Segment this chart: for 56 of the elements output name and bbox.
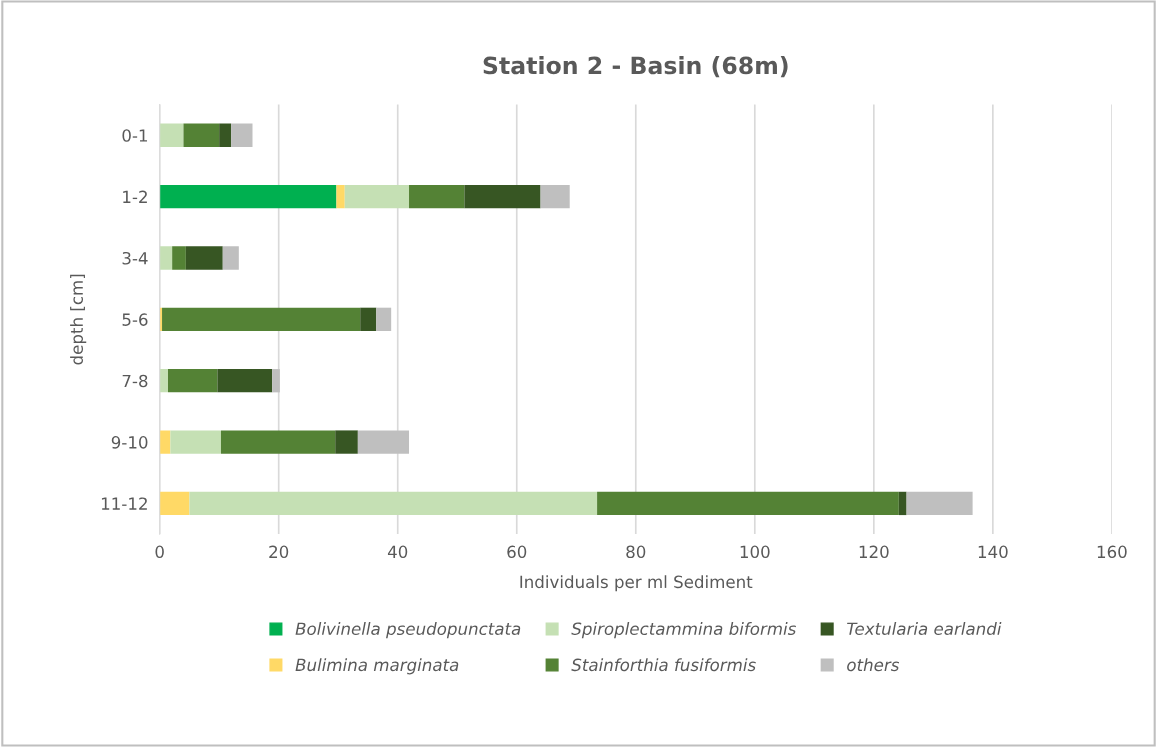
x-tick-label: 120	[859, 545, 889, 559]
y-tick-label: 5-6	[122, 313, 148, 326]
bar	[357, 430, 410, 454]
bar	[168, 369, 218, 393]
bar	[159, 246, 173, 270]
chart-title: Station 2 - Basin (68m)	[483, 56, 788, 78]
y-tick-label: 9-10	[111, 436, 148, 449]
bar	[170, 430, 221, 454]
bar	[159, 430, 171, 454]
x-axis-title: Individuals per ml Sediment	[520, 575, 753, 592]
x-tick-label: 20	[269, 545, 289, 559]
y-tick-label: 3-4	[122, 251, 148, 265]
bar	[220, 430, 336, 454]
bar	[159, 369, 168, 393]
bar	[189, 491, 598, 516]
x-tick-label: 40	[387, 545, 408, 559]
bar	[183, 123, 220, 147]
bar	[540, 184, 570, 209]
bar	[898, 491, 907, 516]
x-tick-label: 0	[155, 545, 164, 559]
bar	[906, 491, 973, 516]
bar	[185, 246, 223, 270]
x-tick-label: 60	[507, 545, 527, 559]
legend-label: Bolivinella pseudopunctata	[295, 622, 521, 639]
bar	[344, 184, 410, 209]
bar	[272, 369, 280, 393]
bar	[222, 246, 239, 270]
bar	[597, 491, 899, 516]
legend-label: Bulimina marginata	[295, 658, 459, 675]
x-tick-label: 80	[626, 545, 646, 559]
bar	[376, 307, 392, 331]
x-tick-label: 140	[978, 545, 1008, 559]
legend-label: Spiroplectammina biformis	[571, 622, 796, 639]
bar	[162, 307, 361, 331]
bar	[464, 184, 541, 209]
bar	[159, 184, 337, 209]
bar	[219, 123, 232, 147]
y-tick-label: 0-1	[122, 129, 148, 142]
bar	[409, 184, 465, 209]
y-tick-label: 11-12	[101, 497, 147, 510]
bar	[231, 123, 253, 147]
legend-label: Textularia earlandi	[847, 622, 1002, 636]
bar	[335, 430, 358, 454]
bar	[360, 307, 377, 331]
x-tick-label: 160	[1097, 545, 1127, 559]
y-tick-label: 1-2	[123, 190, 147, 203]
bar	[172, 246, 186, 270]
bar	[336, 184, 345, 209]
bar	[159, 123, 184, 147]
y-tick-label: 7-8	[122, 374, 148, 388]
bar	[159, 491, 190, 516]
x-tick-label: 100	[740, 545, 770, 559]
bar	[217, 369, 273, 393]
legend-label: others	[847, 658, 900, 672]
legend-label: Stainforthia fusiformis	[571, 658, 756, 672]
y-axis-title: depth [cm]	[70, 274, 87, 365]
